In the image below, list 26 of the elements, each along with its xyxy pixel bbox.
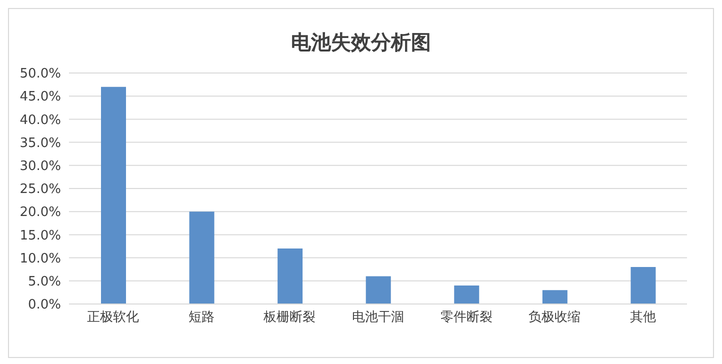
x-tick-label: 电池干涸 (352, 310, 404, 326)
y-tick-label: 35.0% (20, 136, 61, 151)
bar (454, 286, 480, 304)
y-tick-label: 5.0% (28, 274, 61, 290)
y-tick-label: 10.0% (20, 251, 61, 266)
bar (542, 290, 568, 304)
x-tick-label: 零件断裂 (440, 310, 492, 326)
bar (189, 212, 214, 304)
y-tick-label: 40.0% (20, 112, 61, 128)
y-tick-label: 30.0% (20, 159, 61, 174)
x-tick-label: 其他 (630, 310, 656, 326)
bar (101, 86, 126, 304)
y-tick-label: 20.0% (20, 205, 61, 220)
y-tick-label: 50.0% (20, 66, 61, 82)
y-tick-label: 0.0% (28, 298, 61, 313)
bar (278, 248, 303, 304)
x-tick-label: 负极收缩 (528, 310, 581, 326)
y-tick-label: 45.0% (20, 90, 61, 105)
chart-title: 电池失效分析图 (290, 29, 432, 56)
x-tick-label: 板栅断裂 (262, 310, 316, 326)
bar (630, 267, 656, 304)
x-tick-label: 正极软化 (87, 310, 140, 326)
y-tick-label: 25.0% (20, 182, 61, 198)
y-tick-label: 15.0% (20, 228, 61, 244)
x-tick-label: 短路 (188, 310, 214, 326)
bar (366, 276, 391, 304)
